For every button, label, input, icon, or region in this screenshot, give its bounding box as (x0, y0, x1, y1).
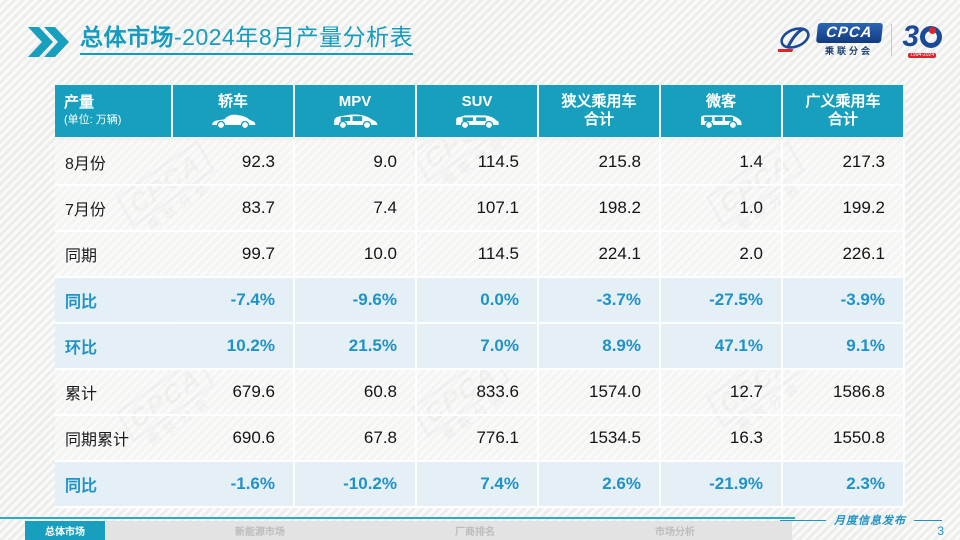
table-cell: 12.7 (661, 370, 783, 416)
table-cell: 92.3 (173, 140, 295, 186)
corner-label: 产量 (64, 94, 95, 112)
page-title-secondary: -2024年8月产量分析表 (174, 24, 414, 50)
sedan-icon (212, 114, 256, 129)
table-cell: 1550.8 (783, 416, 905, 462)
table-cell: 60.8 (295, 370, 417, 416)
table-cell: 107.1 (417, 186, 539, 232)
table-cell: 217.3 (783, 140, 905, 186)
table-cell: 1.0 (661, 186, 783, 232)
tab-new-energy-market[interactable]: 新能源市场 (235, 527, 285, 538)
table-cell: 16.3 (661, 416, 783, 462)
logo-area: CPCA 乘联分会 3 1994-2024 (777, 18, 942, 62)
table-cell: 1586.8 (783, 370, 905, 416)
anniversary-ring-icon (920, 26, 942, 48)
publication-text: 月度信息发布 (834, 514, 906, 527)
tab-market-analysis[interactable]: 市场分析 (655, 527, 695, 538)
column-header-narrow-pv: 狭义乘用车 合计 (539, 85, 661, 140)
table-cell: 10.2% (173, 324, 295, 370)
table-cell: 7.0% (417, 324, 539, 370)
table-cell: 679.6 (173, 370, 295, 416)
row-label: 8月份 (55, 140, 173, 186)
row-label: 7月份 (55, 186, 173, 232)
table-cell: 114.5 (417, 140, 539, 186)
table-cell: 199.2 (783, 186, 905, 232)
column-header-sedan: 轿车 (173, 85, 295, 140)
tab-manufacturer-ranking[interactable]: 厂商排名 (455, 527, 495, 538)
row-label: 同比 (55, 462, 173, 508)
column-header-microvan: 微客 (661, 85, 783, 140)
page-title-primary: 总体市场 (80, 24, 174, 50)
column-header-mpv: MPV (295, 85, 417, 140)
cpca-swoosh-icon (777, 27, 810, 52)
production-table: 产量 (单位: 万辆) 轿车 MPV SUV 狭义乘用车 合计 (55, 85, 905, 508)
column-header-suv: SUV (417, 85, 539, 140)
column-header-broad-pv: 广义乘用车 合计 (783, 85, 905, 140)
cpca-logo: CPCA 乘联分会 (777, 23, 883, 57)
table-cell: 2.3% (783, 462, 905, 508)
row-label: 同期累计 (55, 416, 173, 462)
table-cell: 10.0 (295, 232, 417, 278)
table-cell: -10.2% (295, 462, 417, 508)
double-chevron-icon (28, 27, 69, 57)
microvan-icon (701, 114, 742, 129)
table-cell: 215.8 (539, 140, 661, 186)
table-cell: -9.6% (295, 278, 417, 324)
table-cell: -1.6% (173, 462, 295, 508)
table-cell: -21.9% (661, 462, 783, 508)
table-cell: 114.5 (417, 232, 539, 278)
mpv-icon (334, 113, 378, 129)
table-cell: 224.1 (539, 232, 661, 278)
table-cell: 8.9% (539, 324, 661, 370)
row-label: 累计 (55, 370, 173, 416)
row-label: 环比 (55, 324, 173, 370)
footer-tab-strip (105, 521, 792, 540)
anniversary-30-logo: 3 1994-2024 (902, 22, 942, 58)
table-cell: 1574.0 (539, 370, 661, 416)
logo-divider (891, 24, 893, 56)
page-number: 3 (937, 524, 944, 538)
table-cell: 776.1 (417, 416, 539, 462)
table-cell: 7.4 (295, 186, 417, 232)
table-cell: 226.1 (783, 232, 905, 278)
table-corner-header: 产量 (单位: 万辆) (55, 85, 173, 140)
table-cell: 7.4% (417, 462, 539, 508)
table-cell: 21.5% (295, 324, 417, 370)
publication-label: 月度信息发布 (772, 512, 950, 528)
anniversary-years: 1994-2024 (908, 52, 937, 58)
table-cell: 833.6 (417, 370, 539, 416)
anniversary-digit: 3 (902, 20, 919, 53)
table-cell: 99.7 (173, 232, 295, 278)
page-title: 总体市场-2024年8月产量分析表 (80, 24, 414, 56)
table-cell: 9.1% (783, 324, 905, 370)
publication-left-dash (780, 519, 826, 521)
table-cell: -27.5% (661, 278, 783, 324)
table-cell: 2.0 (661, 232, 783, 278)
table-cell: 2.6% (539, 462, 661, 508)
table-cell: 9.0 (295, 140, 417, 186)
footer-rule (0, 517, 795, 519)
cpca-logo-text: CPCA (815, 23, 883, 43)
corner-unit-label: (单位: 万辆) (64, 114, 122, 127)
table-cell: 198.2 (539, 186, 661, 232)
table-cell: -3.9% (783, 278, 905, 324)
row-label: 同比 (55, 278, 173, 324)
cpca-logo-subtext: 乘联分会 (825, 46, 874, 56)
table-cell: 47.1% (661, 324, 783, 370)
table-cell: 1.4 (661, 140, 783, 186)
table-cell: 1534.5 (539, 416, 661, 462)
publication-right-dash (914, 519, 942, 521)
table-cell: -7.4% (173, 278, 295, 324)
suv-icon (456, 114, 499, 129)
title-bar: 总体市场-2024年8月产量分析表 (28, 24, 414, 57)
table-cell: -3.7% (539, 278, 661, 324)
table-cell: 0.0% (417, 278, 539, 324)
table-cell: 83.7 (173, 186, 295, 232)
table-cell: 67.8 (295, 416, 417, 462)
table-cell: 690.6 (173, 416, 295, 462)
tab-overall-market[interactable]: 总体市场 (25, 521, 105, 540)
row-label: 同期 (55, 232, 173, 278)
